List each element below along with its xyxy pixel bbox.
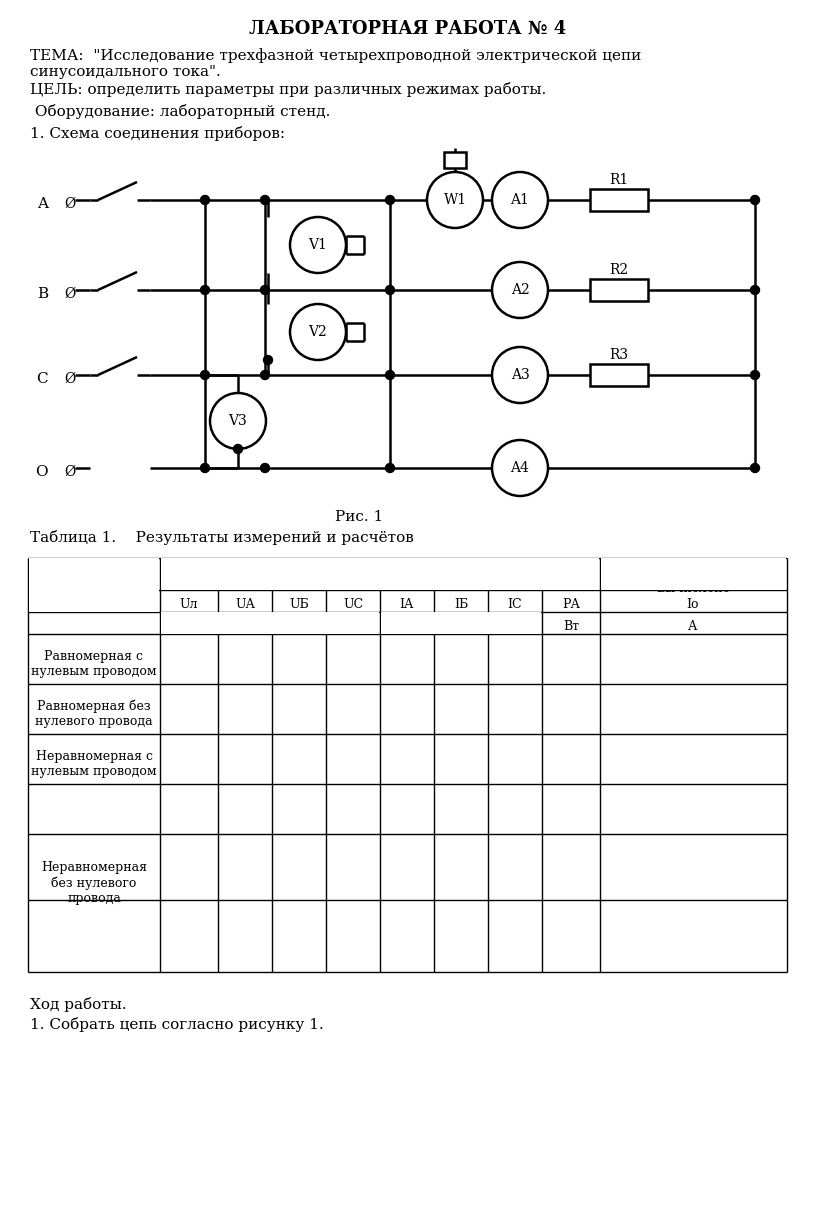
Text: A: A bbox=[37, 198, 48, 211]
Circle shape bbox=[385, 464, 394, 472]
Text: Неравномерная с
нулевым проводом: Неравномерная с нулевым проводом bbox=[31, 750, 157, 778]
Text: R3: R3 bbox=[610, 348, 628, 362]
Text: А: А bbox=[456, 621, 466, 633]
Text: A3: A3 bbox=[511, 368, 530, 382]
Text: A2: A2 bbox=[511, 283, 530, 297]
Text: ЦЕЛЬ: определить параметры при различных режимах работы.: ЦЕЛЬ: определить параметры при различных… bbox=[30, 82, 546, 97]
Circle shape bbox=[210, 393, 266, 449]
Circle shape bbox=[385, 286, 394, 294]
Circle shape bbox=[492, 172, 548, 228]
Text: Оборудование: лабораторный стенд.: Оборудование: лабораторный стенд. bbox=[30, 104, 330, 119]
Text: IБ: IБ bbox=[454, 599, 468, 611]
Text: Ход работы.: Ход работы. bbox=[30, 998, 126, 1012]
Circle shape bbox=[385, 371, 394, 379]
Circle shape bbox=[751, 464, 760, 472]
Text: Равномерная с
нулевым проводом: Равномерная с нулевым проводом bbox=[31, 650, 157, 679]
Text: B: B bbox=[37, 287, 48, 301]
Circle shape bbox=[290, 304, 346, 360]
Text: ЛАБОРАТОРНАЯ РАБОТА № 4: ЛАБОРАТОРНАЯ РАБОТА № 4 bbox=[250, 20, 566, 38]
Text: 1. Схема соединения приборов:: 1. Схема соединения приборов: bbox=[30, 126, 285, 141]
Bar bbox=[444, 152, 466, 168]
Text: IС: IС bbox=[508, 599, 522, 611]
Circle shape bbox=[385, 195, 394, 205]
Circle shape bbox=[260, 371, 269, 379]
Circle shape bbox=[201, 464, 210, 472]
Text: V3: V3 bbox=[228, 413, 247, 428]
Bar bbox=[590, 279, 648, 301]
Text: Вычислено: Вычислено bbox=[656, 583, 730, 595]
Circle shape bbox=[201, 371, 210, 379]
Text: Uл: Uл bbox=[180, 599, 198, 611]
Circle shape bbox=[492, 440, 548, 496]
Text: UА: UА bbox=[235, 599, 255, 611]
Text: C: C bbox=[37, 372, 48, 387]
Text: PА: PА bbox=[562, 599, 580, 611]
Circle shape bbox=[201, 286, 210, 294]
Circle shape bbox=[260, 286, 269, 294]
Text: V2: V2 bbox=[308, 325, 327, 339]
Circle shape bbox=[233, 444, 242, 454]
Bar bbox=[29, 558, 159, 612]
Text: Характер
нагрузки: Характер нагрузки bbox=[63, 575, 125, 602]
Text: V1: V1 bbox=[308, 238, 327, 252]
Text: В: В bbox=[265, 621, 275, 633]
Text: UС: UС bbox=[343, 599, 363, 611]
Text: W1: W1 bbox=[443, 193, 467, 207]
Circle shape bbox=[260, 195, 269, 205]
Text: IА: IА bbox=[400, 599, 415, 611]
Circle shape bbox=[492, 347, 548, 402]
Bar bbox=[601, 587, 786, 589]
Text: Таблица 1.    Результаты измерений и расчётов: Таблица 1. Результаты измерений и расчёт… bbox=[30, 530, 414, 545]
Circle shape bbox=[264, 356, 273, 364]
Text: R1: R1 bbox=[610, 173, 628, 187]
Bar bbox=[590, 189, 648, 211]
Bar bbox=[601, 558, 786, 590]
Circle shape bbox=[260, 464, 269, 472]
Circle shape bbox=[201, 195, 210, 205]
Text: 1. Собрать цепь согласно рисунку 1.: 1. Собрать цепь согласно рисунку 1. bbox=[30, 1017, 324, 1032]
Text: А: А bbox=[688, 621, 698, 633]
Text: UБ: UБ bbox=[289, 599, 309, 611]
Text: O: O bbox=[35, 465, 48, 479]
Text: Iо: Iо bbox=[687, 599, 699, 611]
Circle shape bbox=[290, 217, 346, 272]
Text: Неравномерная
без нулевого
провода: Неравномерная без нулевого провода bbox=[41, 861, 147, 904]
Text: Показания приборов: Показания приборов bbox=[307, 572, 453, 585]
Circle shape bbox=[427, 172, 483, 228]
Text: Ø: Ø bbox=[64, 198, 75, 211]
Text: Рис. 1: Рис. 1 bbox=[335, 510, 384, 524]
Bar bbox=[381, 612, 541, 634]
Text: Ø: Ø bbox=[64, 372, 75, 387]
Text: A4: A4 bbox=[511, 461, 530, 475]
Circle shape bbox=[751, 286, 760, 294]
Text: Ø: Ø bbox=[64, 465, 75, 479]
Circle shape bbox=[492, 263, 548, 318]
Text: R2: R2 bbox=[610, 263, 628, 277]
Text: Ø: Ø bbox=[64, 287, 75, 301]
Circle shape bbox=[751, 195, 760, 205]
Text: A1: A1 bbox=[511, 193, 530, 207]
Bar bbox=[590, 364, 648, 387]
Text: Равномерная без
нулевого провода: Равномерная без нулевого провода bbox=[35, 699, 153, 729]
Bar bbox=[161, 558, 599, 590]
Circle shape bbox=[751, 371, 760, 379]
Text: ТЕМА:  "Исследование трехфазной четырехпроводной электрической цепи
синусоидальн: ТЕМА: "Исследование трехфазной четырехпр… bbox=[30, 48, 641, 79]
Text: Вт: Вт bbox=[563, 621, 579, 633]
Bar bbox=[161, 612, 379, 634]
